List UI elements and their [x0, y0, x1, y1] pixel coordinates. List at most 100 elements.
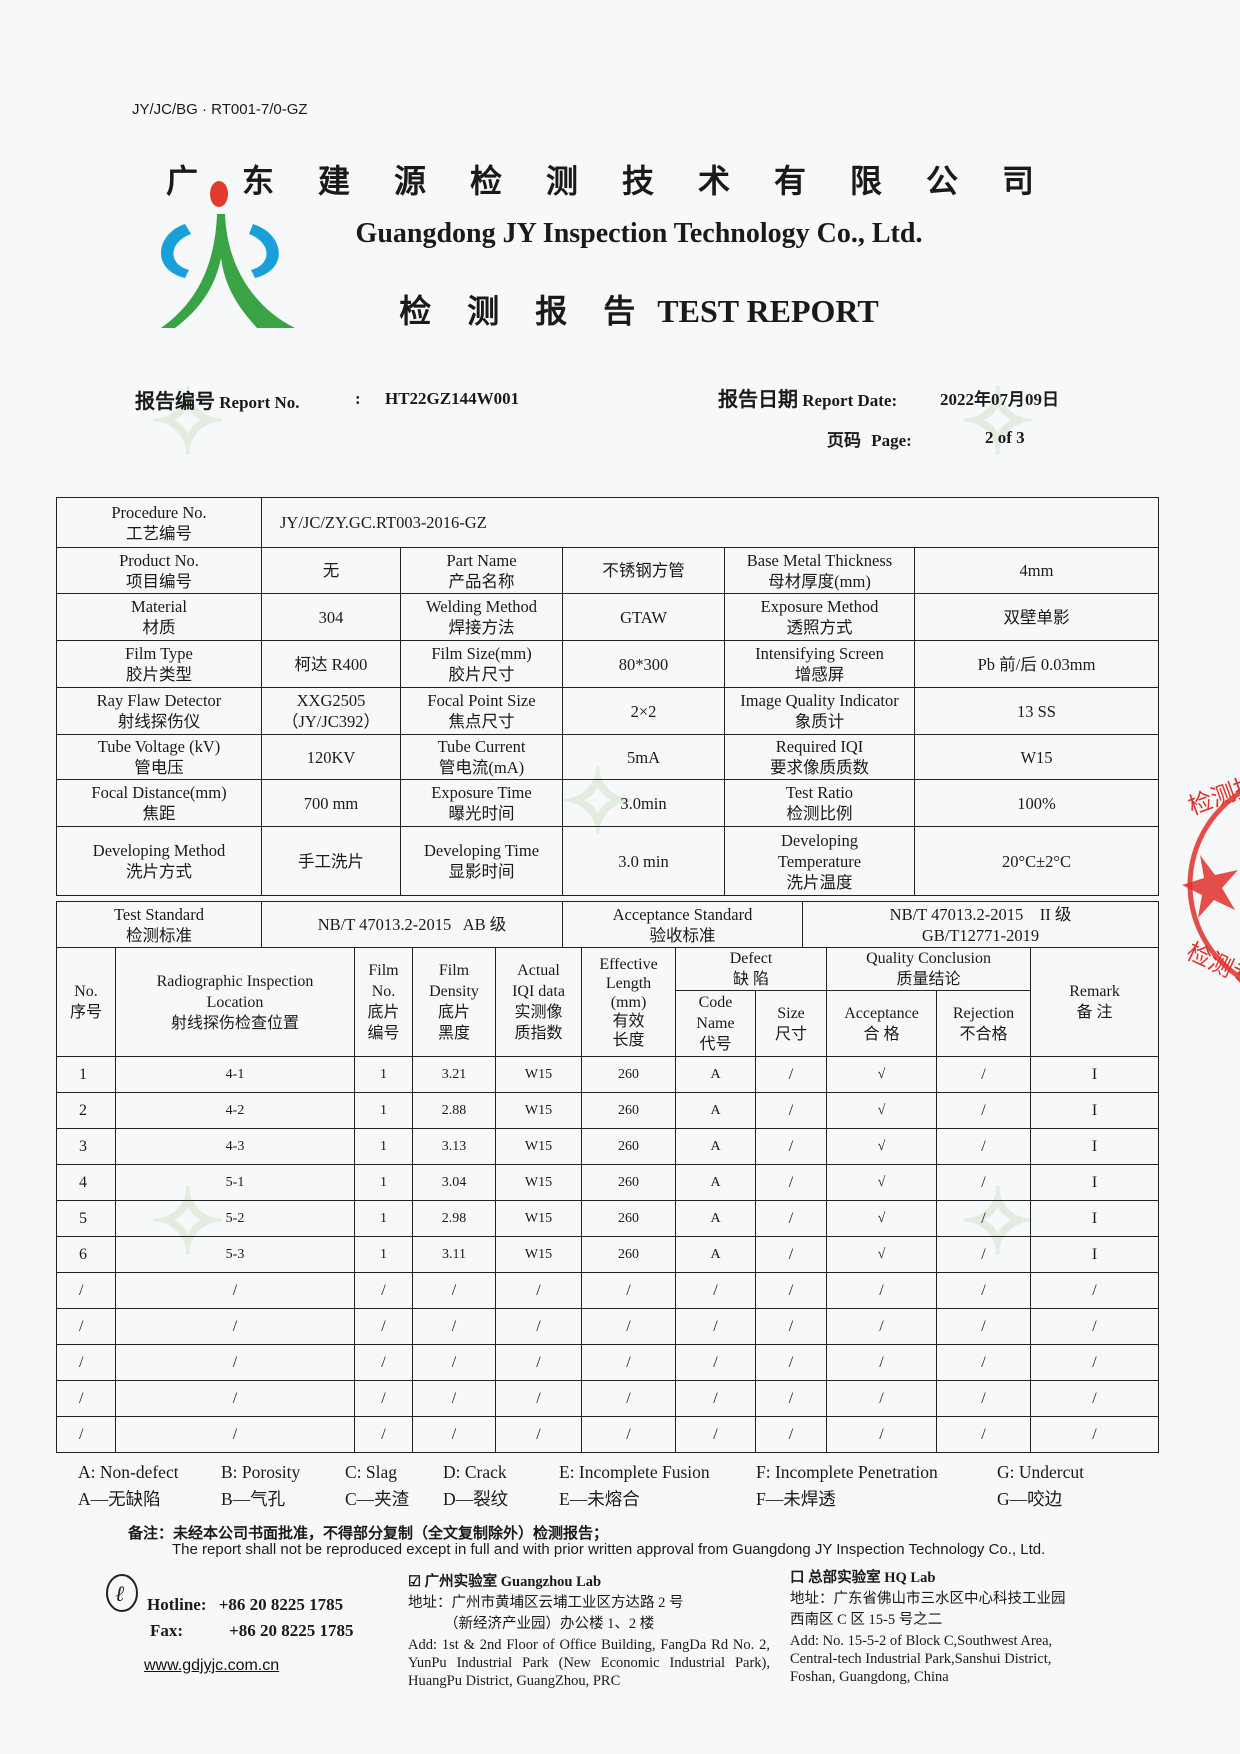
cell-defect-size: / — [754, 1416, 828, 1453]
cell-iqi: / — [495, 1344, 582, 1381]
cell-defect-size: / — [754, 1308, 828, 1345]
cell-defect-code: A — [675, 1200, 756, 1237]
page-number: 2 of 3 — [985, 428, 1025, 447]
cell-acceptance: / — [826, 1416, 938, 1453]
info-label-en: Image Quality Indicator — [740, 691, 899, 710]
info-label: Welding Method 焊接方法 — [400, 593, 563, 641]
info-label-en: Tube Current — [437, 737, 526, 756]
info-label: Required IQI 要求像质质数 — [724, 734, 915, 780]
cell-rejection: / — [936, 1236, 1032, 1273]
cell-location: / — [115, 1416, 355, 1453]
info-value: 13 SS — [914, 687, 1159, 735]
cell-remark: I — [1030, 1164, 1160, 1201]
cell-length: / — [581, 1308, 676, 1345]
header-location: Radiographic Inspection Location 射线探伤检查位… — [115, 947, 355, 1057]
cell-remark: I — [1030, 1056, 1160, 1093]
table-row: 3 4-3 1 3.13 W15 260 A / √ / I — [56, 1128, 1160, 1165]
company-name-en: Guangdong JY Inspection Technology Co., … — [355, 218, 923, 249]
legend-en: E: Incomplete Fusion — [559, 1462, 710, 1482]
cell-acceptance: / — [826, 1380, 938, 1417]
table-row: / / / / / / / / / / / — [56, 1344, 1160, 1381]
info-label: Film Type 胶片类型 — [56, 640, 262, 688]
cell-defect-size: / — [754, 1200, 828, 1237]
header-rejection: Rejection 不合格 — [936, 990, 1032, 1057]
header-quality: Quality Conclusion 质量结论 — [826, 947, 1032, 991]
cell-location: 4-1 — [115, 1056, 355, 1093]
cell-acceptance: √ — [826, 1056, 938, 1093]
legend-en: F: Incomplete Penetration — [756, 1462, 938, 1482]
cell-row-no: 5 — [56, 1200, 116, 1237]
info-row: Material 材质 304 Welding Method 焊接方法 GTAW Expos… — [56, 593, 1159, 641]
cell-defect-code: / — [675, 1380, 756, 1417]
info-row: Ray Flaw Detector 射线探伤仪 XXG2505 （JY/JC392）… — [56, 687, 1159, 735]
info-label-cn: 射线探伤仪 — [117, 712, 201, 731]
hq-lab-checkbox: 口 — [790, 1570, 805, 1586]
info-label-cn: 洗片方式 — [126, 862, 192, 881]
info-label-en: Film Size(mm) — [431, 644, 532, 663]
cell-length: 260 — [581, 1236, 676, 1273]
info-label-cn: 材质 — [142, 618, 176, 637]
cell-acceptance: √ — [826, 1128, 938, 1165]
legend-en: G: Undercut — [997, 1462, 1084, 1482]
cell-remark: / — [1030, 1416, 1160, 1453]
table-row: 6 5-3 1 3.11 W15 260 A / √ / I — [56, 1236, 1160, 1273]
test-parameters-table: Procedure No. 工艺编号 JY/JC/ZY.GC.RT003-2016… — [56, 497, 1159, 896]
cell-remark: I — [1030, 1128, 1160, 1165]
cell-location: 4-2 — [115, 1092, 355, 1129]
info-label-en: Welding Method — [426, 597, 537, 616]
info-label-en: Test Ratio — [785, 783, 854, 802]
guangzhou-address-cn: 地址：广州市黄埔区云埔工业区方达路 2 号 — [408, 1595, 684, 1611]
info-label-en: Focal Point Size — [427, 691, 536, 710]
test-standard-label: Test Standard 检测标准 — [56, 901, 262, 948]
cell-defect-code: A — [675, 1092, 756, 1129]
cell-acceptance: / — [826, 1308, 938, 1345]
info-value: 2×2 — [562, 687, 725, 735]
cell-film-no: 1 — [354, 1056, 413, 1093]
cell-row-no: 4 — [56, 1164, 116, 1201]
table-row: 5 5-2 1 2.98 W15 260 A / √ / I — [56, 1200, 1160, 1237]
legend-cn: A—无缺陷 — [78, 1489, 161, 1509]
cell-iqi: W15 — [495, 1092, 582, 1129]
info-label: Developing Time 显影时间 — [400, 826, 563, 896]
inspection-results-table: No. 序号 Radiographic Inspection Location … — [56, 947, 1160, 1453]
note-cn: 备注：未经本公司书面批准，不得部分复制（全文复制除外）检测报告； — [128, 1526, 609, 1542]
info-label-en: Material — [131, 597, 187, 616]
cell-density: / — [412, 1308, 496, 1345]
procedure-row: Procedure No. 工艺编号 JY/JC/ZY.GC.RT003-2016… — [56, 497, 1159, 548]
hotline: Hotline: +86 20 8225 1785 — [147, 1595, 344, 1614]
acceptance-standard-value: NB/T 47013.2-2015 II 级 GB/T12771-2019 — [802, 901, 1159, 948]
cell-length: / — [581, 1272, 676, 1309]
website-link[interactable]: www.gdjyjc.com.cn — [144, 1657, 280, 1674]
info-value: 柯达 R400 — [261, 640, 401, 688]
legend-en: B: Porosity — [221, 1462, 301, 1482]
cell-defect-size: / — [754, 1344, 828, 1381]
guangzhou-address-cn-2: （新经济产业园）办公楼 1、2 楼 — [444, 1616, 655, 1632]
table-row: / / / / / / / / / / / — [56, 1380, 1160, 1417]
info-label-cn: 焊接方法 — [448, 618, 515, 637]
info-value: W15 — [914, 734, 1159, 780]
cell-iqi: W15 — [495, 1056, 582, 1093]
info-row: Developing Method 洗片方式 手工洗片 Developing Time… — [56, 826, 1159, 896]
cell-acceptance: √ — [826, 1092, 938, 1129]
cell-remark: I — [1030, 1200, 1160, 1237]
info-label: Intensifying Screen 增感屏 — [724, 640, 915, 688]
cell-location: / — [115, 1344, 355, 1381]
info-label: Developing Temperature 洗片温度 — [724, 826, 915, 896]
cell-row-no: / — [56, 1344, 116, 1381]
info-value: GTAW — [562, 593, 725, 641]
header-iqi: Actual IQI data 实测像 质指数 — [495, 947, 582, 1057]
svg-text:ℓ: ℓ — [115, 1581, 125, 1606]
legend-en: D: Crack — [443, 1462, 507, 1482]
cell-length: / — [581, 1344, 676, 1381]
cell-film-no: 1 — [354, 1200, 413, 1237]
watermark: ✧ — [960, 374, 1036, 473]
cell-rejection: / — [936, 1380, 1032, 1417]
cell-density: / — [412, 1344, 496, 1381]
cell-location: 5-2 — [115, 1200, 355, 1237]
header-film-no: Film No. 底片 编号 — [354, 947, 413, 1057]
info-label-cn: 胶片类型 — [126, 665, 192, 684]
info-value: 4mm — [914, 547, 1159, 594]
cell-location: 5-1 — [115, 1164, 355, 1201]
info-label-en: Tube Voltage (kV) — [97, 737, 221, 756]
legend-cn: D—裂纹 — [443, 1489, 509, 1509]
